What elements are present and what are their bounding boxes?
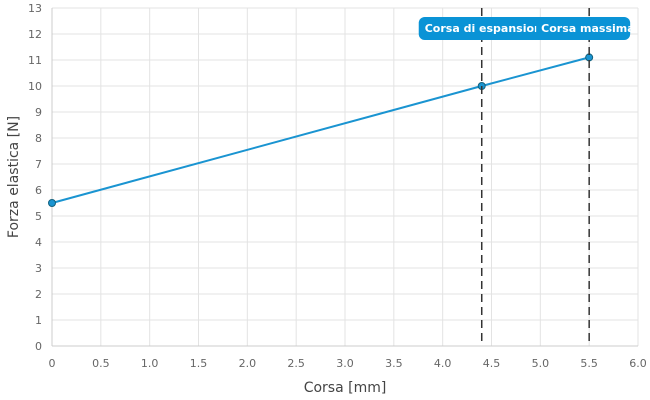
x-tick-label: 1.5 — [190, 357, 208, 370]
series-layer — [48, 53, 594, 207]
y-tick-label: 13 — [28, 2, 42, 15]
y-tick-label: 5 — [35, 210, 42, 223]
y-tick-label: 8 — [35, 132, 42, 145]
annotation-label: Corsa di espansione — [425, 22, 550, 35]
x-tick-label: 1.0 — [141, 357, 159, 370]
y-tick-label: 2 — [35, 288, 42, 301]
y-tick-label: 10 — [28, 80, 42, 93]
y-tick-label: 7 — [35, 158, 42, 171]
x-tick-label: 5.5 — [580, 357, 598, 370]
annotation-label-box — [418, 17, 631, 40]
y-tick-label: 1 — [35, 314, 42, 327]
series-line — [51, 56, 590, 204]
x-tick-label: 2.0 — [239, 357, 257, 370]
y-tick-label: 6 — [35, 184, 42, 197]
grid-layer — [51, 7, 639, 347]
tick-label-layer: 0 0.5 1.0 1.5 2.0 2.5 3.0 3.5 4.0 4.5 5.0 5.5 6.0012… — [28, 2, 647, 370]
axis-layer — [51, 8, 638, 347]
x-tick-label: 0 — [49, 357, 56, 370]
x-tick-label: 4.0 — [434, 357, 452, 370]
y-tick-label: 12 — [28, 28, 42, 41]
y-tick-label: 9 — [35, 106, 42, 119]
x-tick-label: 4.5 — [483, 357, 501, 370]
annotation-label: Corsa massima — [541, 22, 635, 35]
x-tick-label: 2.5 — [287, 357, 305, 370]
x-tick-label: 0.5 — [92, 357, 110, 370]
y-axis-title: Forza elastica [N] — [6, 116, 22, 238]
y-tick-label: 3 — [35, 262, 42, 275]
x-tick-label: 6.0 — [629, 357, 647, 370]
x-tick-label: 3.5 — [385, 357, 403, 370]
y-tick-label: 0 — [35, 340, 42, 353]
y-tick-label: 11 — [28, 54, 42, 67]
x-tick-label: 5.0 — [532, 357, 550, 370]
data-point — [48, 199, 56, 207]
x-tick-label: 3.0 — [336, 357, 354, 370]
x-axis-title: Corsa [mm] — [304, 380, 387, 396]
y-tick-label: 4 — [35, 236, 42, 249]
